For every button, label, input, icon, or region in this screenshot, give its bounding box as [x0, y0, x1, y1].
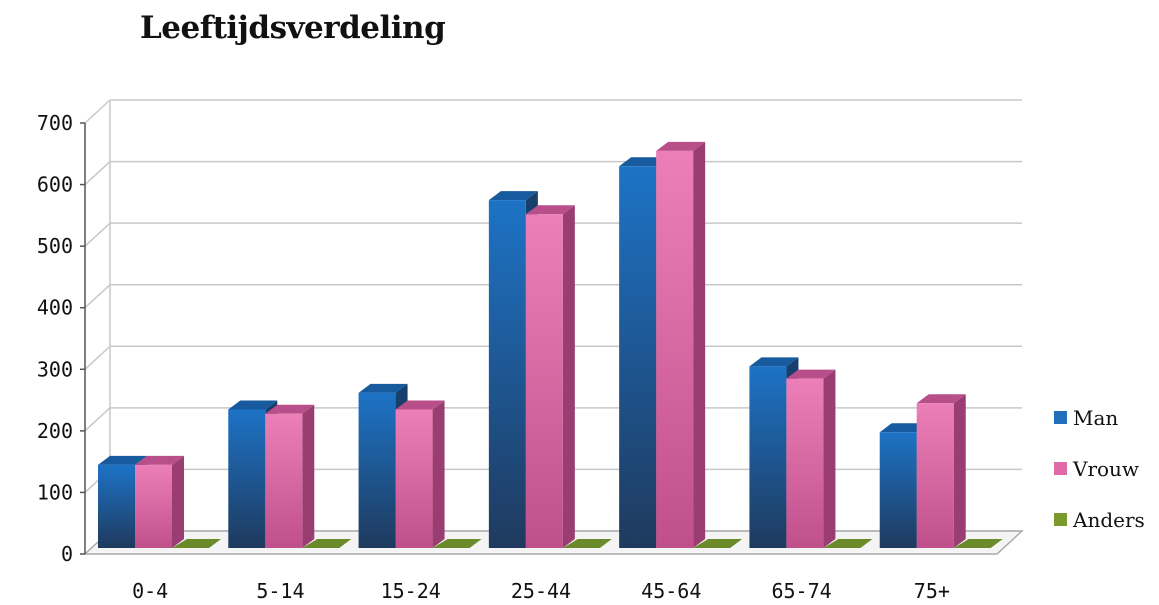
bar-anders: [823, 539, 873, 548]
bar-top-vrouw: [135, 455, 184, 465]
bar-side-vrouw: [172, 455, 184, 548]
legend-label: Vrouw: [1073, 456, 1140, 481]
bar-top-vrouw: [265, 404, 315, 414]
bar-top-man: [749, 357, 799, 367]
legend-label: Anders: [1073, 507, 1145, 532]
bar-side-vrouw: [693, 141, 706, 548]
bar-anders: [562, 539, 612, 548]
bar-man: [619, 166, 657, 548]
bar-vrouw: [395, 409, 433, 548]
bar-anders: [302, 539, 352, 548]
y-tick-label: 0: [61, 542, 73, 566]
bar-anders: [172, 539, 221, 548]
bar-vrouw: [525, 214, 563, 549]
y-tick-label: 700: [37, 111, 73, 135]
bar-side-vrouw: [953, 394, 966, 548]
bar-anders: [693, 539, 743, 548]
bar-vrouw: [916, 403, 954, 548]
y-tick-label: 100: [37, 480, 73, 504]
x-tick-label: 15-24: [381, 579, 441, 603]
legend-label: Man: [1073, 405, 1119, 430]
x-tick-label: 5-14: [256, 579, 304, 603]
y-tick-label: 500: [37, 234, 73, 258]
y-tick-label: 200: [37, 419, 73, 443]
bar-vrouw: [265, 413, 303, 548]
gridline-wall: [84, 284, 111, 309]
bar-anders: [432, 539, 482, 548]
x-tick-label: 25-44: [511, 579, 571, 603]
y-tick-label: 300: [37, 357, 73, 381]
gridline-wall: [84, 222, 111, 247]
bar-side-vrouw: [302, 404, 315, 548]
y-tick-label: 600: [37, 173, 73, 197]
bar-vrouw: [135, 464, 172, 548]
chart-title: Leeftijdsverdeling: [140, 10, 446, 46]
bar-side-vrouw: [432, 400, 445, 548]
tick-labels: 0 100 200 300 400 500 600 700 0-4 5-14 15-24 25-44 4…: [37, 111, 950, 603]
gridline-wall: [84, 161, 111, 186]
bar-vrouw: [786, 378, 824, 548]
bar-man: [879, 432, 917, 548]
bar-top-man: [619, 157, 669, 167]
bar-vrouw: [656, 150, 694, 548]
bar-man: [358, 392, 396, 548]
bar-side-vrouw: [562, 205, 575, 549]
legend-swatch: [1054, 411, 1067, 424]
gridline-wall: [84, 99, 111, 124]
bar-top-man: [98, 455, 147, 465]
bar-man: [98, 464, 135, 548]
legend-swatch: [1054, 462, 1067, 475]
bar-man: [488, 200, 526, 548]
bar-man: [749, 366, 787, 548]
bar-top-vrouw: [525, 205, 575, 215]
bars: [98, 141, 1003, 549]
bar-man: [228, 409, 266, 548]
legend-item-vrouw: Vrouw: [1054, 443, 1145, 494]
bar-top-vrouw: [656, 141, 706, 151]
legend-swatch: [1054, 513, 1067, 526]
bar-top-vrouw: [916, 394, 966, 404]
x-tick-label: 65-74: [771, 579, 831, 603]
x-tick-label: 75+: [914, 579, 950, 603]
x-tick-label: 45-64: [641, 579, 701, 603]
bar-top-vrouw: [395, 400, 445, 410]
bar-top-vrouw: [786, 369, 836, 379]
bar-anders: [953, 539, 1003, 548]
bar-top-man: [879, 423, 929, 433]
bar-top-man: [488, 191, 538, 201]
gridline-wall: [84, 407, 111, 432]
y-tick-label: 400: [37, 296, 73, 320]
legend: Man Vrouw Anders: [1054, 392, 1145, 545]
bar-top-man: [228, 400, 278, 410]
gridline-wall: [84, 345, 111, 370]
legend-item-man: Man: [1054, 392, 1145, 443]
bar-top-man: [358, 383, 408, 393]
x-tick-label: 0-4: [132, 579, 168, 603]
bar-side-vrouw: [823, 369, 836, 548]
legend-item-anders: Anders: [1054, 494, 1145, 545]
